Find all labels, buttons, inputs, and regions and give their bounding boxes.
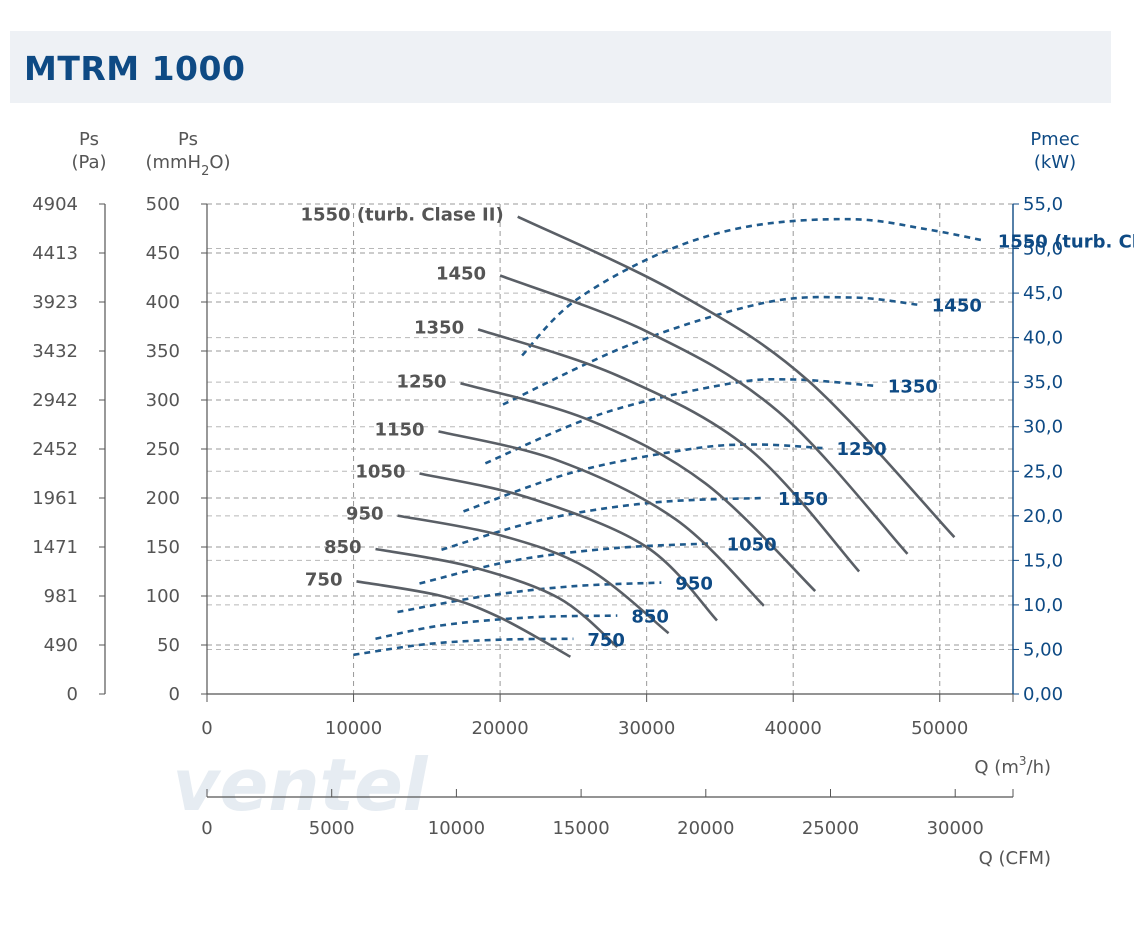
pressure-curve-label: 1150 [374,419,424,440]
pressure-curve-label: 750 [305,569,343,590]
power-curve-label: 850 [631,607,669,628]
tick-label-kw: 25,0 [1023,461,1063,482]
tick-label-pa: 981 [44,586,78,607]
y-axis-mmh2o-unit: (mmH2O) [145,152,230,179]
tick-label-m3h: 30000 [618,718,675,739]
tick-label-kw: 55,0 [1023,194,1063,215]
tick-label-mmh2o: 50 [157,635,180,656]
tick-label-kw: 40,0 [1023,328,1063,349]
power-curve-label: 1150 [778,489,828,510]
power-curve-label: 1050 [727,534,777,555]
power-curve-1550 [521,217,984,357]
pressure-curve-750 [356,580,572,658]
power-curve-850 [375,614,618,641]
pressure-curve-label: 1250 [396,371,446,392]
tick-label-m3h: 50000 [911,718,968,739]
pressure-curve-850 [375,547,619,648]
tick-label-pa: 3923 [32,292,78,313]
page-title: MTRM 1000 [24,49,246,88]
pressure-curve-1350 [477,328,861,573]
tick-label-pa: 4413 [32,243,78,264]
tick-label-pa: 1961 [32,488,78,509]
tick-label-pa: 0 [67,684,78,705]
y-axis-pa-unit: (Pa) [71,152,106,173]
power-curve-label: 750 [587,630,625,651]
tick-label-kw: 10,0 [1023,595,1063,616]
tick-label-cfm: 25000 [802,818,859,839]
tick-label-cfm: 15000 [552,818,609,839]
tick-label-kw: 20,0 [1023,506,1063,527]
y-axis-kw-title: Pmec [1030,129,1079,150]
tick-label-kw: 30,0 [1023,417,1063,438]
pressure-curve-label: 850 [324,537,362,558]
tick-label-mmh2o: 450 [146,243,180,264]
power-curve-1050 [419,542,713,585]
tick-label-mmh2o: 0 [169,684,180,705]
power-curve-label: 1450 [932,296,982,317]
tick-label-m3h: 40000 [765,718,822,739]
pressure-curve-1450 [499,274,909,555]
y-axis-kw-unit: (kW) [1034,152,1076,173]
tick-label-cfm: 5000 [309,818,355,839]
tick-label-m3h: 0 [201,718,212,739]
tick-label-cfm: 20000 [677,818,734,839]
tick-label-mmh2o: 100 [146,586,180,607]
tick-label-kw: 45,0 [1023,283,1063,304]
power-curve-950 [397,581,662,614]
tick-label-kw: 35,0 [1023,372,1063,393]
power-curve-1450 [502,295,918,406]
tick-label-kw: 5,00 [1023,639,1063,660]
tick-label-pa: 4904 [32,194,78,215]
pressure-curve-1150 [438,430,765,607]
tick-label-mmh2o: 300 [146,390,180,411]
power-curve-750 [353,637,574,657]
tick-label-pa: 2942 [32,390,78,411]
y-axis-mmh2o-title: Ps [178,129,198,150]
tick-label-cfm: 0 [201,818,212,839]
pressure-curve-label: 1450 [436,264,486,285]
power-curve-label: 1250 [837,439,887,460]
axis-labels: 5004904450441340039233503432300294225024… [32,129,1134,869]
tick-label-kw: 15,0 [1023,550,1063,571]
tick-label-pa: 1471 [32,537,78,558]
tick-label-mmh2o: 400 [146,292,180,313]
tick-label-m3h: 20000 [471,718,528,739]
y-axis-pa-title: Ps [79,129,99,150]
title-bar: MTRM 1000 [10,31,1111,103]
x-axis-cfm-title: Q (CFM) [979,848,1051,869]
tick-label-pa: 3432 [32,341,78,362]
tick-label-mmh2o: 150 [146,537,180,558]
tick-label-mmh2o: 200 [146,488,180,509]
pressure-curve-label: 1350 [414,317,464,338]
watermark-logo: ventel [173,743,429,827]
tick-label-m3h: 10000 [325,718,382,739]
pressure-curve-label: 950 [346,504,384,525]
tick-label-kw: 50,0 [1023,239,1063,260]
x-axis-m3h-title: Q (m3/h) [974,754,1051,778]
pressure-curves [356,215,956,658]
pressure-curve-1250 [460,382,817,593]
tick-label-mmh2o: 350 [146,341,180,362]
tick-label-cfm: 10000 [428,818,485,839]
pressure-curve-950 [397,514,670,635]
tick-label-kw: 0,00 [1023,684,1063,705]
tick-label-pa: 2452 [32,439,78,460]
grid-lines [207,203,1013,694]
power-curve-label: 1350 [888,377,938,398]
tick-label-pa: 490 [44,635,78,656]
pressure-curve-1550 [517,215,956,539]
power-curve-label: 1550 (turb. Clase II) [998,232,1134,253]
pressure-curve-label: 1050 [355,462,405,483]
power-curve-label: 950 [675,574,713,595]
axes [99,203,1019,798]
tick-label-mmh2o: 250 [146,439,180,460]
pressure-curve-1050 [419,472,718,622]
pressure-curve-label: 1550 (turb. Clase II) [300,205,503,226]
tick-label-cfm: 30000 [927,818,984,839]
power-curve-1150 [441,496,764,551]
power-curve-1250 [463,443,823,513]
tick-label-mmh2o: 500 [146,194,180,215]
